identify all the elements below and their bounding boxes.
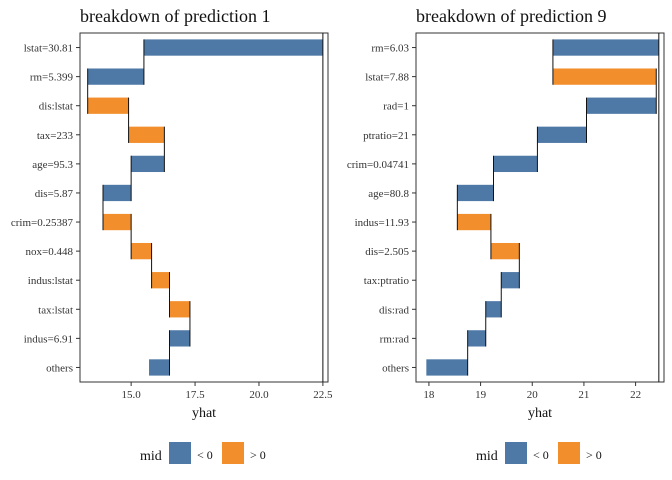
y-tick-label: age=95.3 — [32, 159, 73, 171]
y-tick-label: others — [46, 362, 73, 374]
waterfall-bar — [552, 39, 659, 56]
y-tick-label: dis=2.505 — [365, 246, 409, 258]
legend-swatch-pos — [222, 442, 244, 464]
waterfall-bar — [552, 68, 657, 85]
waterfall-bar — [537, 126, 587, 143]
legend-label-pos: > 0 — [586, 448, 602, 462]
y-tick-label: lstat=30.81 — [24, 43, 73, 55]
legend-title: mid — [140, 449, 162, 464]
waterfall-bar — [131, 155, 165, 173]
y-tick-label: rm=5.399 — [30, 72, 74, 84]
waterfall-bar — [128, 126, 165, 143]
waterfall-bar — [151, 272, 170, 289]
bars-group — [87, 39, 323, 376]
waterfall-bar — [586, 97, 657, 114]
y-tick-label: indus:lstat — [28, 275, 73, 287]
y-tick-label: age=80.8 — [368, 188, 409, 200]
x-tick-label: 22 — [630, 389, 641, 401]
waterfall-bar — [87, 97, 129, 114]
y-tick-label: crim=0.25387 — [11, 217, 74, 229]
waterfall-bar — [493, 155, 538, 173]
waterfall-bar — [426, 359, 468, 376]
x-tick-label: 21 — [578, 389, 589, 401]
connector-lines — [456, 39, 657, 376]
waterfall-bar — [467, 330, 486, 347]
y-tick-label: dis:rad — [379, 304, 409, 316]
y-tick-label: tax:lstat — [38, 304, 73, 316]
waterfall-bar — [485, 301, 502, 318]
y-tick-label: others — [382, 362, 409, 374]
waterfall-bar — [131, 242, 152, 260]
y-tick-label: lstat=7.88 — [365, 72, 409, 84]
y-tick-label: tax:ptratio — [364, 275, 410, 287]
legend-label-neg: < 0 — [533, 448, 549, 462]
panel-prediction-1: breakdown of prediction 1 lstat=30.81 rm=… — [11, 6, 333, 421]
waterfall-bar — [457, 184, 494, 202]
waterfall-bar — [169, 301, 190, 318]
waterfall-bar — [149, 359, 170, 376]
x-axis-title: yhat — [192, 406, 216, 421]
panel-prediction-9: breakdown of prediction 9 rm=6.03 lstat=7… — [347, 6, 665, 421]
y-tick-label: rm=6.03 — [371, 43, 409, 55]
waterfall-bar — [501, 272, 520, 289]
waterfall-bar — [87, 68, 144, 85]
y-tick-label: indus=6.91 — [24, 333, 73, 345]
legend-swatch-neg — [505, 442, 527, 464]
y-tick-label: tax=233 — [37, 130, 74, 142]
x-ticks: 18 19 20 21 22 — [423, 382, 641, 401]
legend-label-neg: < 0 — [197, 448, 213, 462]
connector-lines — [87, 39, 191, 376]
legend-swatch-neg — [169, 442, 191, 464]
waterfall-bar — [103, 213, 132, 231]
bars-group — [426, 39, 659, 376]
x-tick-label: 15.0 — [122, 389, 142, 401]
x-tick-label: 17.5 — [185, 389, 205, 401]
legend-swatch-pos — [558, 442, 580, 464]
x-tick-label: 20.0 — [249, 389, 269, 401]
waterfall-bar — [143, 39, 323, 56]
waterfall-bar — [103, 184, 132, 202]
y-tick-label: dis:lstat — [39, 101, 73, 113]
y-tick-label: nox=0.448 — [26, 246, 74, 258]
y-tick-labels: lstat=30.81 rm=5.399 dis:lstat tax=233 age=9… — [11, 43, 80, 374]
y-tick-label: dis=5.87 — [35, 188, 74, 200]
plot-border — [415, 32, 665, 383]
x-tick-label: 19 — [475, 389, 487, 401]
y-tick-label: ptratio=21 — [363, 130, 409, 142]
panel-title: breakdown of prediction 9 — [416, 6, 606, 26]
legend-left: mid < 0 > 0 — [140, 442, 266, 464]
legend-label-pos: > 0 — [250, 448, 266, 462]
x-tick-label: 20 — [527, 389, 539, 401]
y-tick-label: rm:rad — [380, 333, 410, 345]
y-tick-label: indus=11.93 — [355, 217, 410, 229]
waterfall-bar — [490, 242, 520, 260]
y-tick-labels: rm=6.03 lstat=7.88 rad=1 ptratio=21 crim=0.0… — [347, 43, 416, 374]
y-tick-label: rad=1 — [383, 101, 409, 113]
legend-title: mid — [476, 449, 498, 464]
y-tick-label: crim=0.04741 — [347, 159, 409, 171]
x-ticks: 15.0 17.5 20.0 22.5 — [122, 382, 333, 401]
panel-title: breakdown of prediction 1 — [80, 6, 270, 26]
x-tick-label: 22.5 — [313, 389, 333, 401]
x-axis-title: yhat — [528, 406, 552, 421]
plot-border — [79, 32, 329, 383]
legend-right: mid < 0 > 0 — [476, 442, 602, 464]
x-tick-label: 18 — [423, 389, 435, 401]
waterfall-bar — [457, 213, 491, 231]
waterfall-bar — [169, 330, 190, 347]
